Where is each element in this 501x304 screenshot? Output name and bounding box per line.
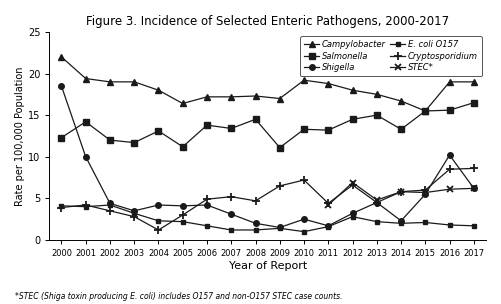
Legend: Campylobacter, Salmonella, Shigella, E. coli O157, Cryptosporidium, STEC*: Campylobacter, Salmonella, Shigella, E. … [300,36,482,76]
X-axis label: Year of Report: Year of Report [228,261,307,271]
Title: Figure 3. Incidence of Selected Enteric Pathogens, 2000-2017: Figure 3. Incidence of Selected Enteric … [86,15,449,28]
Text: *STEC (Shiga toxin producing E. coli) includes O157 and non-O157 STEC case count: *STEC (Shiga toxin producing E. coli) in… [15,292,343,301]
Y-axis label: Rate per 100,000 Population: Rate per 100,000 Population [15,66,25,206]
